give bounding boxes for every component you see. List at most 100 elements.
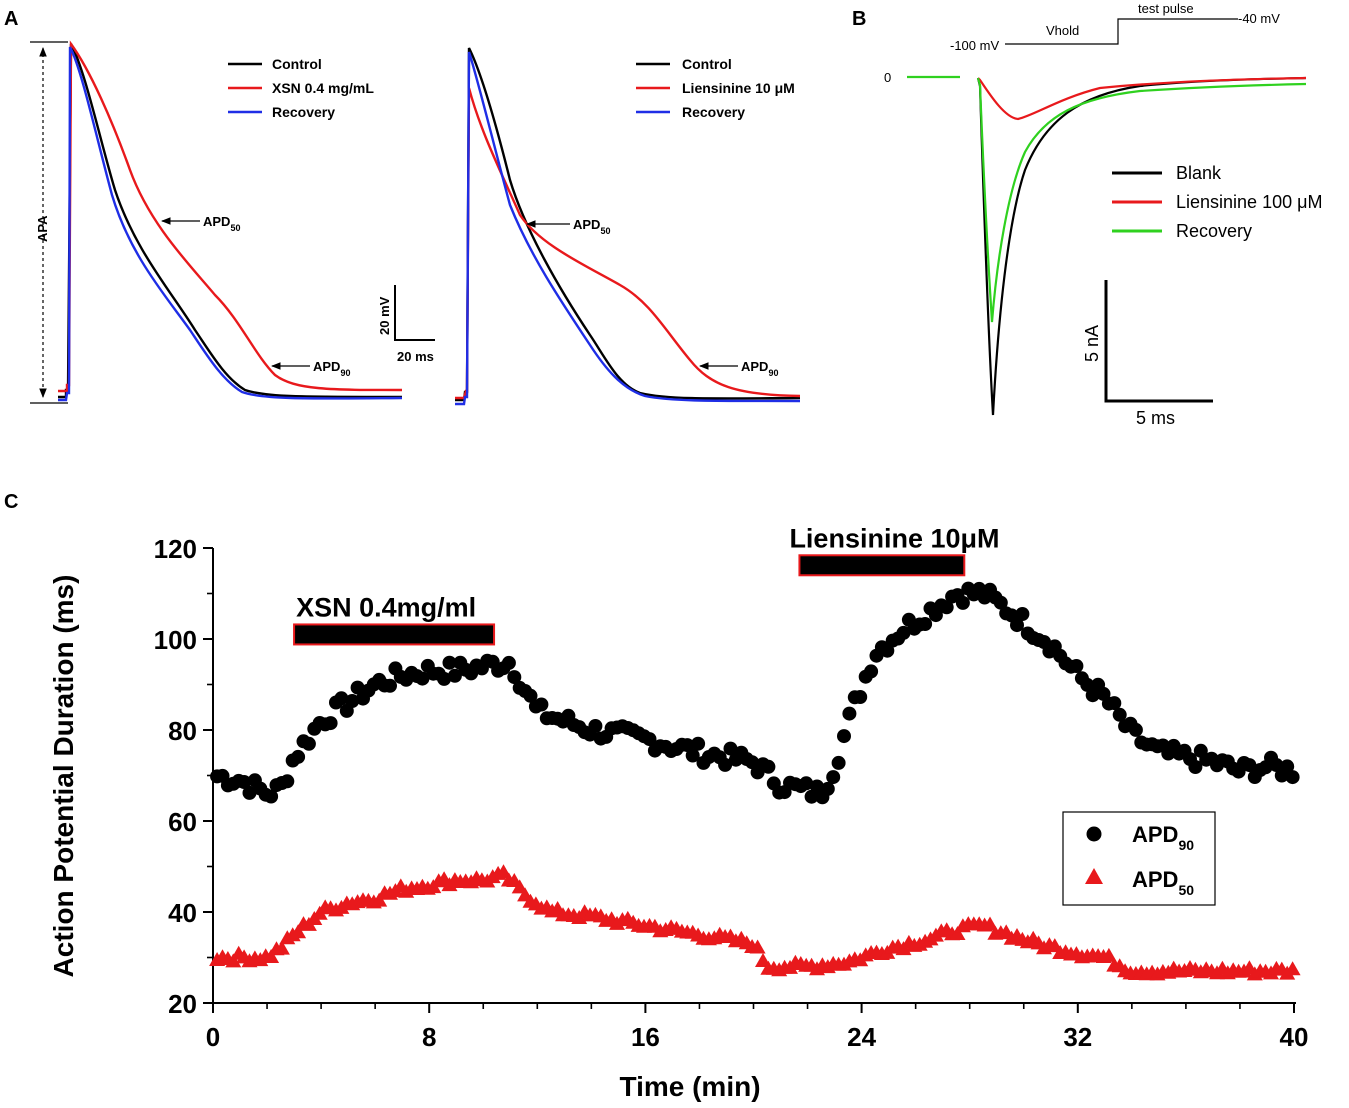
legend-control-2: Control — [682, 56, 732, 72]
c-point-apd90 — [1015, 607, 1030, 621]
c-point-apd50 — [225, 953, 242, 968]
c-point-apd50 — [371, 892, 388, 907]
c-point-apd90 — [810, 779, 824, 794]
c-point-apd90 — [896, 625, 911, 640]
trace-a1-xsn — [58, 40, 403, 393]
c-treatment-bars: XSN 0.4mg/ml Liensinine 10μM — [293, 523, 1000, 646]
c-point-apd90 — [1188, 760, 1203, 774]
c-point-apd90 — [993, 595, 1008, 610]
c-legend-marker-apd90 — [1086, 826, 1102, 842]
protocol-pulse: test pulse — [1138, 1, 1194, 16]
c-xtick-label: 8 — [422, 1022, 436, 1052]
c-point-apd90 — [501, 655, 516, 670]
scalebar-a-time: 20 ms — [397, 349, 434, 364]
legend-liensinine-b: Liensinine 100 μM — [1176, 192, 1322, 212]
c-point-apd90 — [1242, 758, 1257, 773]
c-ytick-label: 20 — [168, 989, 197, 1019]
trace-b-blank — [976, 76, 1307, 416]
protocol-test-v: -40 mV — [1238, 11, 1280, 26]
c-point-apd90 — [291, 749, 306, 764]
c-point-apd90 — [831, 755, 846, 770]
c-point-apd90 — [323, 716, 338, 731]
c-point-apd90 — [820, 781, 835, 796]
c-point-apd90 — [1269, 758, 1284, 772]
c-point-apd90 — [955, 595, 970, 610]
scalebar-b-time: 5 ms — [1136, 408, 1175, 428]
c-points — [209, 581, 1301, 981]
c-treatment-bar — [798, 554, 966, 577]
c-point-apd90 — [1280, 759, 1295, 774]
c-point-apd50 — [290, 924, 307, 939]
trace-a2-liensinine — [455, 87, 801, 400]
c-point-apd90 — [588, 719, 603, 733]
c-point-apd90 — [1107, 696, 1122, 711]
c-point-apd90 — [853, 690, 868, 704]
c-point-apd90 — [334, 691, 349, 706]
c-ytick-label: 40 — [168, 898, 197, 928]
c-point-apd90 — [345, 694, 360, 708]
panel-label-a: A — [4, 8, 18, 30]
c-point-apd90 — [918, 617, 933, 631]
c-point-apd90 — [826, 770, 841, 785]
legend-control: Control — [272, 56, 322, 72]
c-point-apd90 — [939, 600, 954, 615]
c-treatment-label: XSN 0.4mg/ml — [296, 592, 476, 622]
trace-a1-control — [58, 43, 403, 399]
c-point-apd90 — [301, 736, 316, 751]
c-point-apd90 — [350, 680, 365, 695]
c-point-apd50 — [495, 864, 512, 879]
scalebar-b — [1104, 280, 1213, 403]
trace-a2-recovery — [455, 51, 801, 406]
c-legend-apd90: APD90 — [1132, 822, 1194, 853]
apd50-label-a1: APD50 — [203, 214, 240, 233]
c-xtick-label: 24 — [847, 1022, 876, 1052]
c-point-apd90 — [1080, 677, 1095, 692]
c-point-apd90 — [534, 697, 549, 712]
c-point-apd90 — [685, 748, 700, 763]
c-xtick-label: 32 — [1063, 1022, 1092, 1052]
c-point-apd90 — [437, 671, 452, 686]
c-point-apd90 — [864, 664, 879, 679]
trace-b-recovery — [907, 75, 1307, 323]
c-point-apd90 — [799, 776, 814, 791]
panel-b: B -100 mV Vhold test pulse -40 mV 0 Blan… — [852, 1, 1322, 428]
legend-recovery-b: Recovery — [1176, 221, 1252, 241]
c-point-apd90 — [842, 706, 857, 721]
c-point-apd90 — [718, 757, 733, 772]
c-point-apd50 — [982, 916, 998, 931]
c-point-apd90 — [680, 738, 695, 753]
c-treatment-label: Liensinine 10μM — [789, 523, 999, 553]
panel-c: C 0 8 16 24 32 40 20 40 60 80 100 120 Action Potent… — [4, 491, 1308, 1102]
c-ytick-label: 80 — [168, 716, 197, 746]
c-point-apd50 — [749, 939, 766, 954]
c-point-apd90 — [642, 732, 657, 747]
legend-recovery-2: Recovery — [682, 104, 745, 120]
c-xtick-label: 0 — [206, 1022, 220, 1052]
apd50-label-a2: APD50 — [573, 217, 610, 236]
apd90-label-a2: APD90 — [741, 359, 778, 378]
trace-b-liensinine — [977, 76, 1307, 121]
c-point-apd90 — [837, 729, 851, 744]
legend-xsn: XSN 0.4 mg/mL — [272, 80, 374, 96]
c-ylabel: Action Potential Duration (ms) — [48, 575, 79, 978]
c-legend-apd50: APD50 — [1132, 867, 1194, 898]
c-point-apd50 — [1284, 961, 1301, 976]
trace-a2-control — [455, 47, 801, 402]
c-point-apd90 — [1069, 659, 1084, 673]
c-point-apd50 — [263, 949, 280, 963]
trace-a1-recovery — [58, 46, 403, 402]
panel-a-left: A APA Control XSN 0.4 mg/mL Recovery APD… — [4, 8, 435, 404]
c-ytick-label: 100 — [154, 625, 197, 655]
scalebar-b-current: 5 nA — [1082, 325, 1102, 362]
c-point-apd50 — [273, 940, 290, 955]
c-point-apd90 — [237, 775, 252, 789]
c-point-apd90 — [1128, 722, 1143, 737]
c-point-apd90 — [1085, 688, 1100, 703]
c-xlabel: Time (min) — [619, 1071, 760, 1102]
c-point-apd90 — [507, 670, 522, 685]
c-legend-marker-apd50 — [1085, 868, 1103, 884]
c-point-apd90 — [264, 789, 279, 804]
apd90-label-a1: APD90 — [313, 359, 350, 378]
legend-liensinine: Liensinine 10 μM — [682, 80, 795, 96]
